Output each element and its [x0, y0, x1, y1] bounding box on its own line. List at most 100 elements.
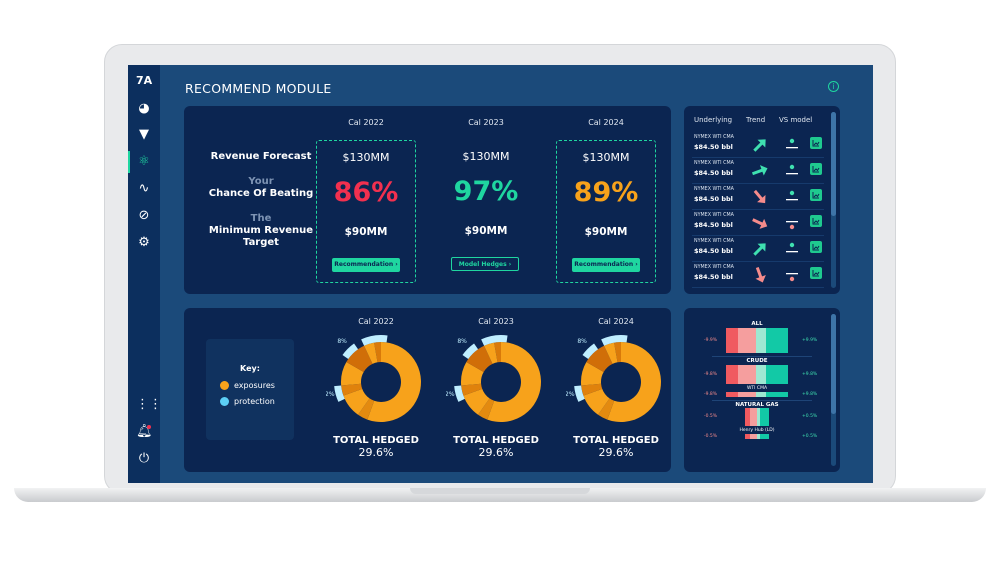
exposure-segment [586, 345, 613, 372]
pie-chart-icon[interactable]: ◕ [138, 101, 150, 116]
protection-segment [481, 335, 508, 346]
your-label: Your [248, 176, 274, 187]
upside-value: +9.9% [802, 337, 818, 343]
chart-icon[interactable] [810, 163, 822, 175]
donut-chart: 10%8%12% [446, 335, 541, 422]
chart-icon[interactable] [810, 137, 822, 149]
hedge-donut: Cal 2022 10%8%12% TOTAL HEDGED 29.6% [316, 308, 436, 472]
underlying-row: NYMEX WTI CMA $84.50 bbl [692, 236, 824, 262]
chance-value: 97% [453, 176, 519, 207]
legend: Key: exposures protection [206, 339, 294, 440]
minimum-revenue-label: Minimum Revenue [208, 225, 314, 236]
protection-label: 12% [566, 391, 575, 398]
exposure-segment [598, 398, 615, 420]
scrollbar[interactable] [831, 314, 836, 466]
scrollbar[interactable] [831, 112, 836, 288]
exposure-segment [614, 342, 621, 363]
protection-segment [582, 343, 599, 360]
downside-value: -0.5% [704, 414, 718, 419]
wti-cma-label: WTI CMA [746, 386, 768, 391]
info-icon[interactable]: i [828, 81, 839, 92]
donut-chart: 10%8%12% [326, 335, 421, 422]
downside-value: -9.9% [704, 337, 718, 343]
trend-arrow-icon [752, 218, 768, 229]
sensitivity-bar [726, 328, 788, 353]
chart-icon[interactable] [810, 189, 822, 201]
atom-icon[interactable]: ⚛ [128, 151, 152, 173]
exposure-segment [346, 345, 373, 372]
gear-icon[interactable]: ⚙ [138, 235, 150, 250]
forecast-column: Cal 2023 $130MM 97% $90MM Model Hedges › [436, 106, 536, 294]
instrument-name: NYMEX WTI CMA [694, 135, 734, 140]
chart-icon[interactable] [810, 215, 822, 227]
forecast-column: Cal 2022 $130MM 86% $90MM Recommendation… [316, 106, 416, 294]
forecast-card: $130MM 86% $90MM Recommendation › [316, 140, 416, 283]
exposure-segment [494, 342, 501, 363]
vs-model-indicator [786, 164, 798, 175]
protection-segment [334, 385, 345, 402]
revenue-forecast-label: Revenue Forecast [210, 151, 312, 162]
vs-model-indicator [786, 190, 798, 201]
compass-icon[interactable]: ⊘ [138, 208, 150, 223]
year-label: Cal 2023 [478, 317, 514, 326]
bell-icon[interactable]: 🔔︎ [136, 424, 153, 439]
model-hedges-button[interactable]: Model Hedges › [451, 257, 519, 271]
trend-arrow-icon [753, 243, 766, 256]
exposure-segment [466, 345, 493, 372]
underlying-row: NYMEX WTI CMA $84.50 bbl [692, 210, 824, 236]
exposure-segment [478, 398, 495, 420]
vs-model-indicator [786, 242, 798, 253]
total-hedged-label: TOTAL HEDGED [333, 435, 419, 446]
trend-arrow-icon [753, 189, 766, 204]
map-icon[interactable]: ∿ [138, 181, 150, 196]
apps-grid-icon[interactable]: ⋮⋮ [136, 397, 162, 412]
chart-icon[interactable] [810, 241, 822, 253]
instrument-price: $84.50 bbl [694, 273, 733, 281]
forecast-value: $130MM [582, 151, 630, 164]
recommendation-button[interactable]: Recommendation › [332, 258, 400, 272]
instrument-price: $84.50 bbl [694, 221, 733, 229]
year-label: Cal 2024 [588, 118, 624, 127]
chance-value: 89% [573, 177, 639, 208]
forecast-value: $130MM [462, 150, 510, 163]
vs-model-indicator [786, 273, 798, 282]
logo: 7A [136, 74, 153, 87]
year-label: Cal 2023 [468, 118, 504, 127]
total-hedged-label: TOTAL HEDGED [573, 435, 659, 446]
page-title: RECOMMEND MODULE [185, 81, 332, 96]
exposure-segment [581, 362, 604, 386]
hedge-panel: Key: exposures protection Cal 2022 10%8%… [184, 308, 671, 472]
downside-value: -9.8% [704, 371, 718, 377]
instrument-price: $84.50 bbl [694, 195, 733, 203]
year-label: Cal 2024 [598, 317, 634, 326]
recommendation-button[interactable]: Recommendation › [572, 258, 640, 272]
instrument-name: NYMEX WTI CMA [694, 187, 734, 192]
exposure-segment [487, 342, 541, 422]
exposure-segment [607, 342, 661, 422]
section-natural-gas: NATURAL GAS [735, 402, 779, 408]
trend-arrow-icon [755, 266, 766, 283]
total-hedged-label: TOTAL HEDGED [453, 435, 539, 446]
chart-icon[interactable] [810, 267, 822, 279]
sensitivity-bar [726, 365, 788, 384]
exposure-segment [367, 342, 421, 422]
henry-hub-label: Henry Hub (LD) [739, 428, 775, 433]
downside-value: -0.5% [704, 433, 718, 439]
target-value: $90MM [344, 226, 388, 238]
instrument-name: NYMEX WTI CMA [694, 161, 734, 166]
sensitivity-bar [745, 408, 769, 426]
book-icon[interactable]: ▼ [139, 127, 149, 142]
power-icon[interactable]: ⏻ [138, 451, 150, 466]
exposure-segment [604, 342, 618, 364]
legend-exposures: exposures [220, 381, 275, 390]
protection-segment [462, 343, 479, 360]
sidebar: 7A ◕ ▼ ⚛ ∿ ⊘ ⚙ ⋮⋮ 🔔︎ ⏻ [128, 65, 162, 483]
instrument-price: $84.50 bbl [694, 247, 733, 255]
protection-label: 12% [326, 391, 335, 398]
sensitivity-bar [726, 392, 788, 397]
protection-label: 12% [446, 391, 455, 398]
donut-chart: 10%8%12% [566, 335, 661, 422]
exposure-segment [463, 388, 490, 415]
upside-value: +0.5% [802, 433, 818, 439]
underlying-row: NYMEX WTI CMA $84.50 bbl [692, 158, 824, 184]
